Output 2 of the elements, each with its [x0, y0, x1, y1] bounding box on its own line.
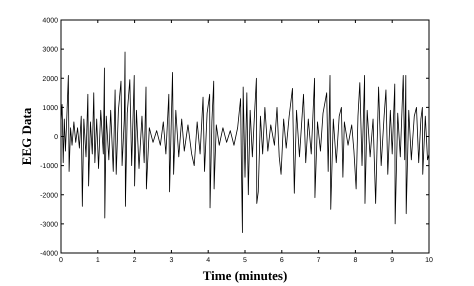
y-axis-title: EEG Data [19, 107, 34, 166]
x-axis-title: Time (minutes) [202, 268, 288, 283]
